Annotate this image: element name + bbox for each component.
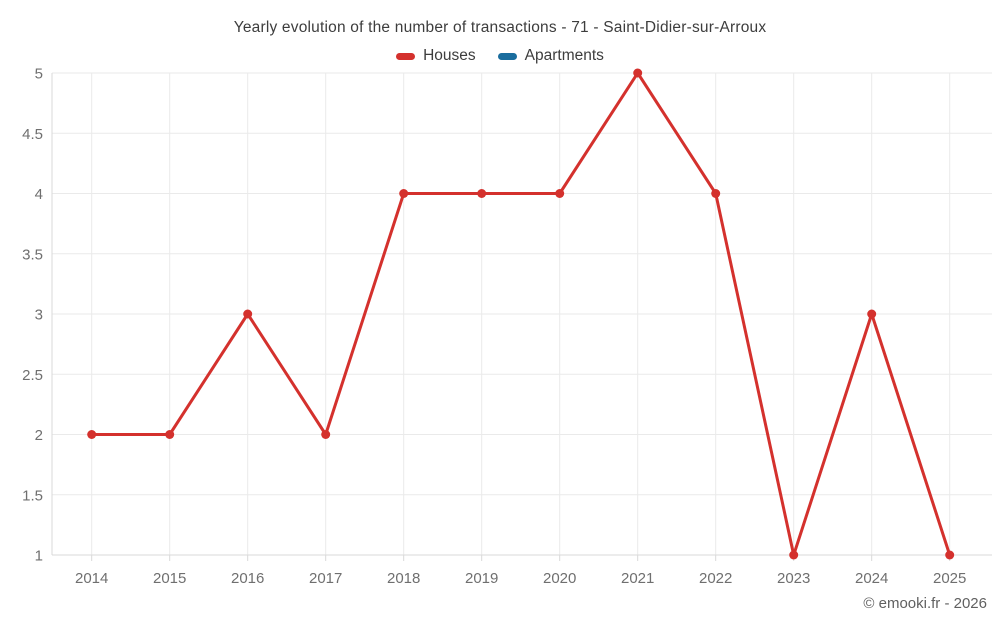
svg-text:2: 2 bbox=[35, 427, 43, 444]
legend: Houses Apartments bbox=[0, 47, 1000, 65]
svg-text:2024: 2024 bbox=[855, 570, 888, 587]
svg-text:4: 4 bbox=[35, 186, 43, 203]
svg-text:2014: 2014 bbox=[75, 570, 108, 587]
watermark: © emooki.fr - 2026 bbox=[863, 595, 987, 612]
svg-text:2.5: 2.5 bbox=[22, 367, 43, 384]
svg-text:1: 1 bbox=[35, 548, 43, 565]
legend-item-apartments[interactable]: Apartments bbox=[497, 47, 604, 65]
svg-text:2016: 2016 bbox=[231, 570, 264, 587]
svg-text:2022: 2022 bbox=[699, 570, 732, 587]
svg-text:2021: 2021 bbox=[621, 570, 654, 587]
svg-text:2017: 2017 bbox=[309, 570, 342, 587]
chart-title: Yearly evolution of the number of transa… bbox=[233, 19, 767, 36]
svg-text:2019: 2019 bbox=[465, 570, 498, 587]
svg-text:1.5: 1.5 bbox=[22, 487, 43, 504]
svg-text:5: 5 bbox=[35, 66, 43, 83]
svg-text:3.5: 3.5 bbox=[22, 246, 43, 263]
svg-text:4.5: 4.5 bbox=[22, 126, 43, 143]
svg-text:3: 3 bbox=[35, 307, 43, 324]
svg-text:2025: 2025 bbox=[933, 570, 966, 587]
svg-text:2020: 2020 bbox=[543, 570, 576, 587]
legend-swatch-houses-icon bbox=[396, 52, 416, 60]
legend-label-apartments: Apartments bbox=[524, 47, 604, 64]
svg-text:2015: 2015 bbox=[153, 570, 186, 587]
legend-label-houses: Houses bbox=[423, 47, 476, 64]
svg-text:2018: 2018 bbox=[387, 570, 420, 587]
svg-text:2023: 2023 bbox=[777, 570, 810, 587]
legend-swatch-apartments-icon bbox=[497, 52, 517, 60]
legend-item-houses[interactable]: Houses bbox=[396, 47, 476, 65]
